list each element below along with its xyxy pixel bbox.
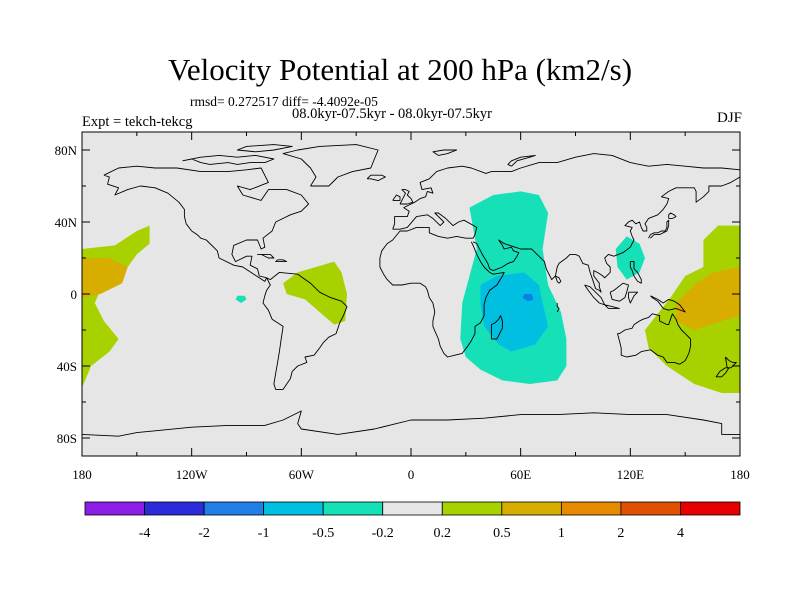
colorbar-box-9 — [620, 501, 681, 516]
coastline-25 — [507, 154, 536, 167]
colorbar-label-9: 4 — [677, 526, 684, 541]
rmsd-stats: rmsd= 0.272517 diff= -4.4092e-05 — [190, 94, 378, 109]
coastline-0 — [103, 165, 310, 282]
lon-tick-label-2: 60W — [289, 467, 315, 482]
lon-tick-label-1: 120W — [176, 467, 209, 482]
colorbar-label-5: 0.2 — [434, 526, 452, 541]
coastline-26 — [556, 303, 560, 313]
colorbar-box-10 — [680, 501, 741, 516]
map-background — [82, 132, 740, 456]
colorbar-box-1 — [144, 501, 205, 516]
lat-tick-label-0: 80N — [55, 143, 78, 158]
coastline-24 — [432, 149, 458, 156]
anomaly-region-3 — [235, 295, 247, 303]
lat-tick-label-1: 40N — [55, 215, 78, 230]
coastline-23 — [236, 144, 293, 153]
lon-tick-label-3: 0 — [408, 467, 415, 482]
coastline-6 — [617, 313, 692, 365]
coastline-15 — [609, 282, 629, 302]
colorbar-box-8 — [560, 501, 622, 516]
lat-tick-label-4: 80S — [57, 431, 77, 446]
colorbar-box-5 — [382, 501, 443, 516]
colorbar-label-8: 2 — [617, 526, 624, 541]
coastline-12 — [366, 174, 386, 182]
coastline-14 — [604, 304, 620, 309]
coastline-4 — [379, 212, 505, 358]
coastline-18 — [629, 261, 642, 284]
coastline-28 — [257, 253, 275, 259]
coastline-16 — [628, 291, 639, 304]
coastline-29 — [275, 259, 288, 263]
colorbar: -4 -2 -1 -0.5 -0.2 0.2 0.5 1 2 4 — [84, 501, 741, 541]
coastline-21 — [82, 410, 740, 437]
lon-tick-label-4: 60E — [510, 467, 531, 482]
coastline-2 — [282, 144, 379, 187]
coastline-17 — [650, 295, 686, 313]
colorbar-label-4: -0.2 — [372, 526, 394, 541]
colorbar-label-1: -2 — [198, 526, 210, 541]
colorbar-label-3: -0.5 — [312, 526, 334, 541]
coastline-5 — [472, 176, 740, 293]
colorbar-box-7 — [501, 501, 562, 516]
lon-tick-label-6: 180 — [730, 467, 750, 482]
experiment-label: Expt = tekch-tekcg — [82, 114, 193, 130]
coastline-27 — [554, 275, 562, 284]
colorbar-label-2: -1 — [258, 526, 270, 541]
lon-tick-label-0: 180 — [72, 467, 92, 482]
anomaly-region-9 — [676, 267, 740, 330]
colorbar-box-2 — [203, 501, 265, 516]
map-title: Velocity Potential at 200 hPa (km2/s) — [167, 52, 633, 87]
coastline-1 — [262, 271, 348, 390]
colorbar-label-0: -4 — [139, 526, 151, 541]
lat-tick-label-2: 0 — [71, 287, 78, 302]
coastline-22 — [182, 154, 275, 165]
lon-tick-label-5: 120E — [617, 467, 645, 482]
coastline-10 — [399, 189, 414, 205]
season-label: DJF — [716, 110, 742, 126]
map-layer: 180 120W 60W 0 60E 120E 180 80N 40N 0 40S 80S — [55, 131, 750, 482]
coastline-7 — [490, 315, 503, 340]
anomaly-region-5 — [480, 272, 549, 352]
anomaly-region-1 — [82, 258, 128, 298]
anomaly-region-7 — [615, 236, 645, 280]
coastline-9 — [668, 212, 677, 219]
lat-tick-label-3: 40S — [57, 359, 77, 374]
anomaly-region-6 — [522, 294, 534, 302]
coastline-11 — [392, 194, 401, 201]
colorbar-box-0 — [84, 501, 145, 516]
colorbar-label-7: 1 — [558, 526, 565, 541]
colorbar-box-6 — [441, 501, 503, 516]
coastline-8 — [648, 219, 670, 239]
coastline-3 — [392, 153, 740, 230]
anomaly-region-2 — [283, 261, 347, 325]
colorbar-box-3 — [263, 501, 324, 516]
colorbar-box-4 — [322, 501, 384, 516]
period-comparison: 08.0kyr-07.5kyr - 08.0kyr-07.5kyr — [292, 106, 492, 122]
colorbar-label-6: 0.5 — [493, 526, 511, 541]
coastline-20 — [715, 367, 730, 378]
